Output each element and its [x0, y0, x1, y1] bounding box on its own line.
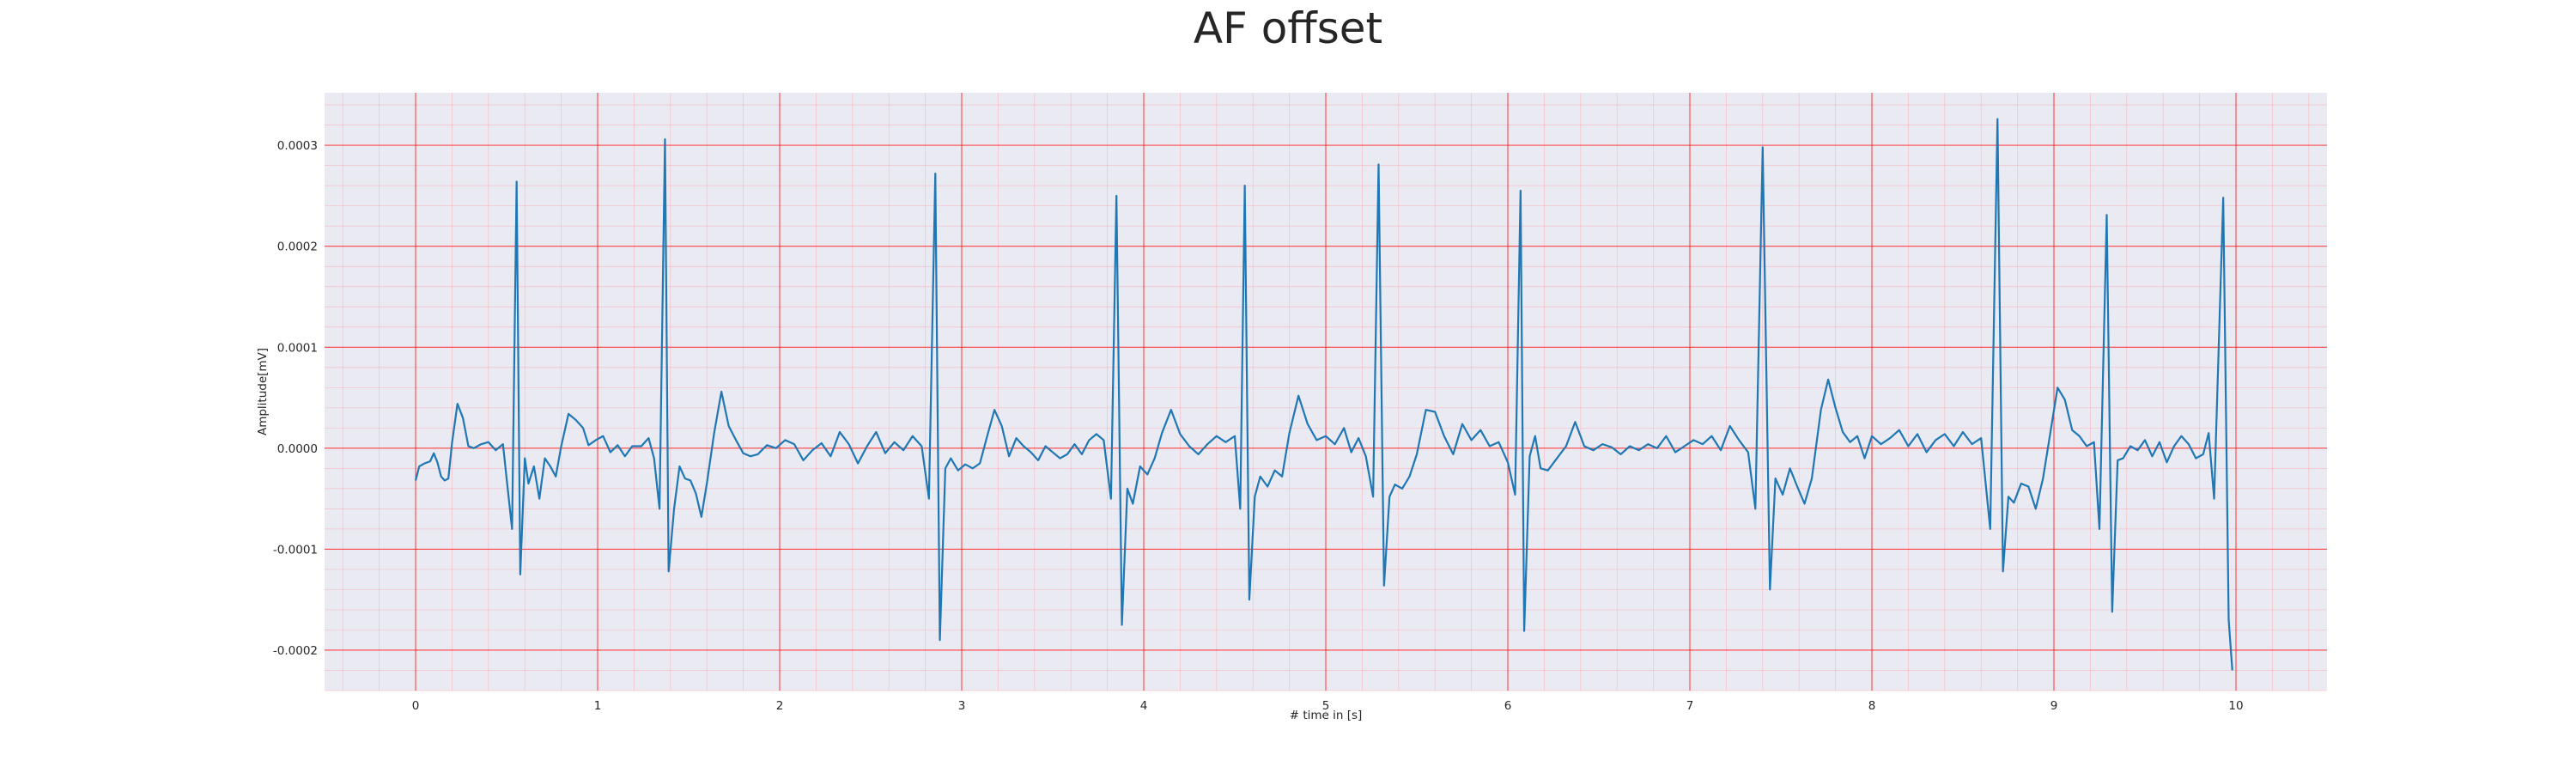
x-tick-label: 9 [2050, 699, 2058, 713]
y-tick-label: 0.0000 [277, 442, 318, 456]
x-tick-label: 10 [2228, 699, 2243, 713]
x-tick-label: 1 [594, 699, 602, 713]
x-tick-label: 8 [1868, 699, 1876, 713]
chart-title: AF offset [1194, 3, 1382, 53]
y-tick-label: 0.0001 [277, 341, 318, 355]
x-tick-label: 4 [1140, 699, 1148, 713]
series-line [414, 118, 2233, 671]
y-tick-label: -0.0001 [273, 543, 318, 557]
x-tick-label: 3 [958, 699, 966, 713]
x-axis-label: # time in [s] [1290, 709, 1363, 722]
y-tick-label: -0.0002 [273, 644, 318, 658]
y-tick-label: 0.0003 [277, 139, 318, 153]
x-tick-label: 0 [412, 699, 420, 713]
x-tick-label: 5 [1322, 699, 1330, 713]
x-tick-labels: 0 1 2 3 4 5 6 7 8 9 10 [412, 699, 2244, 713]
x-tick-label: 2 [776, 699, 784, 713]
y-axis-label: Amplitude[mV] [256, 348, 270, 435]
x-tick-label: 7 [1686, 699, 1694, 713]
y-tick-label: 0.0002 [277, 240, 318, 254]
x-tick-label: 6 [1504, 699, 1512, 713]
y-tick-labels: -0.0002 -0.0001 0.0000 0.0001 0.0002 0.0003 [273, 139, 318, 658]
